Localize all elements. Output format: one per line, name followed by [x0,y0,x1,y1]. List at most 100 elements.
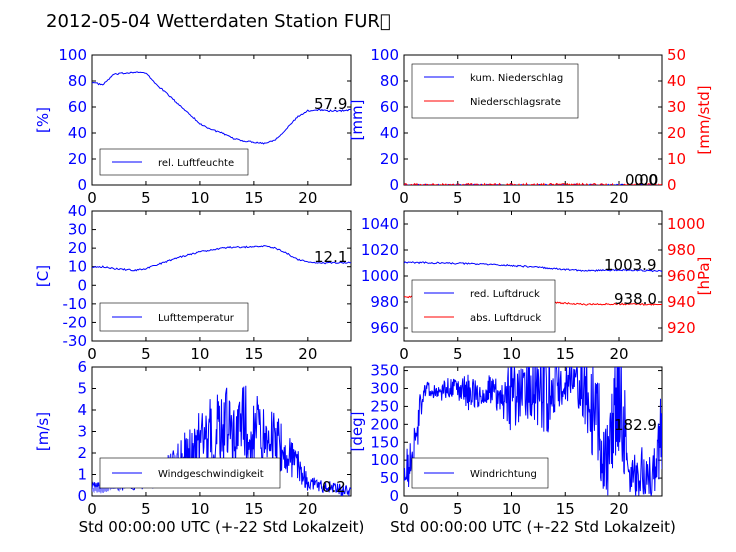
y2-tick-label: 980 [667,241,696,259]
x-tick-label: 10 [190,345,209,363]
x-tick-label: 10 [502,500,521,518]
y-tick-label: 3 [77,423,87,441]
y-axis-label: [%] [34,107,52,133]
x-tick-label: 10 [502,189,521,207]
value-annotation-2: 938.0 [614,290,657,308]
y-tick-label: 960 [370,319,399,337]
y-tick-label: 0 [389,176,399,194]
y2-axis-label: [hPa] [695,257,713,296]
chart-panel-3: 0 5 10 15 20-30-20-10010203040[C]Lufttempera… [34,202,352,363]
x-tick-label: 5 [141,345,151,363]
value-annotation: 0.2 [322,478,346,496]
x-tick-label: 0 [87,345,97,363]
x-tick-label: 10 [190,189,209,207]
x-tick-label: 15 [244,500,263,518]
chart-panel-1: 0 5 10 15 20 0 20 40 60 80 100 [%] rel. Luftfeuchte 5… [34,46,352,207]
y-tick-label: 40 [380,124,399,142]
value-annotation: 182.9 [614,416,657,434]
y-tick-label: 20 [380,150,399,168]
y-tick-label: 0 [389,487,399,505]
y-tick-label: -20 [63,313,88,331]
legend-label: kum. Niederschlag [470,73,563,84]
y-tick-label: 1 [77,466,87,484]
legend: Windrichtung [411,457,549,489]
y-tick-label: 100 [370,451,399,469]
y-tick-label: 80 [68,72,87,90]
y-tick-label: 2 [77,444,87,462]
x-tick-label: 15 [556,500,575,518]
series-group [92,245,351,272]
y-tick-label: 0 [77,487,87,505]
y2-tick-label: 50 [667,46,686,64]
x-tick-label: 20 [609,345,628,363]
x-tick-label: 15 [244,189,263,207]
x-tick-label: 0 [399,500,409,518]
y-tick-label: 0 [77,276,87,294]
y2-tick-label: 1000 [667,215,705,233]
x-axis-label: Std 00:00:00 UTC (+-22 Std Lokalzeit) [79,518,365,536]
legend-box [411,279,556,333]
y-tick-label: 60 [380,98,399,116]
legend: Windgeschwindigkeit [99,457,281,489]
series-line-1 [404,367,662,496]
y2-tick-label: 960 [667,267,696,285]
y2-axis-label: [mm/std] [695,85,713,154]
series-line-1 [404,261,662,273]
x-tick-label: 5 [141,189,151,207]
y2-tick-label: 40 [667,72,686,90]
y-tick-label: 350 [370,362,399,380]
x-tick-label: 5 [141,500,151,518]
y-tick-label: 1020 [361,241,399,259]
y-tick-label: 10 [68,258,87,276]
value-annotation: 0.00 [625,171,658,189]
y-tick-label: 40 [68,202,87,220]
x-tick-label: 0 [87,500,97,518]
y-tick-label: 20 [68,239,87,257]
series-group [404,182,662,185]
x-tick-label: 20 [298,500,317,518]
legend: rel. Luftfeuchte [99,148,249,176]
y-tick-label: 0 [77,176,87,194]
legend-label: abs. Luftdruck [470,313,541,324]
y-axis-label: [deg] [348,412,366,452]
value-annotation: 57.9 [314,95,347,113]
y2-tick-label: 920 [667,319,696,337]
y-tick-label: 30 [68,221,87,239]
y-tick-label: 100 [58,46,87,64]
value-annotation: 1003.9 [604,256,657,274]
y-axis-label: [mm] [348,100,366,141]
legend-label: red. Luftdruck [470,289,540,300]
legend-label: Lufttemperatur [158,313,235,324]
y-tick-label: 300 [370,380,399,398]
series-group [92,71,351,145]
figure-title: 2012-05-04 Wetterdaten Station FUR  [46,11,391,32]
value-annotation-2: 0.0 [634,171,658,189]
y-tick-label: 1040 [361,215,399,233]
chart-panel-2: 0 5 10 15 20 0 20 40 60 80 100 0 10 20 30 40 50 [mm] [mm/s… [348,46,713,207]
y-tick-label: 40 [68,124,87,142]
x-tick-label: 15 [244,345,263,363]
value-annotation: 12.1 [314,248,347,266]
y-tick-label: -30 [63,332,88,350]
legend-label: Niederschlagsrate [470,97,561,108]
y-tick-label: 150 [370,433,399,451]
x-tick-label: 5 [453,189,463,207]
chart-panel-4: 0 5 10 15 20 960 980 1000 1020 1040 920 940 960 980 10… [361,210,713,363]
x-tick-label: 20 [609,500,628,518]
y-axis-label: [C] [34,265,52,287]
legend: Lufttemperatur [99,302,249,332]
x-tick-label: 5 [453,345,463,363]
legend-box [411,63,579,119]
x-axis-label: Std 00:00:00 UTC (+-22 Std Lokalzeit) [390,518,676,536]
y-tick-label: -10 [63,295,88,313]
series-line-1 [92,71,351,145]
y2-tick-label: 20 [667,124,686,142]
y-tick-label: 250 [370,397,399,415]
y-tick-label: 80 [380,72,399,90]
y-tick-label: 20 [68,150,87,168]
x-tick-label: 5 [453,500,463,518]
series-line-2 [404,182,662,185]
